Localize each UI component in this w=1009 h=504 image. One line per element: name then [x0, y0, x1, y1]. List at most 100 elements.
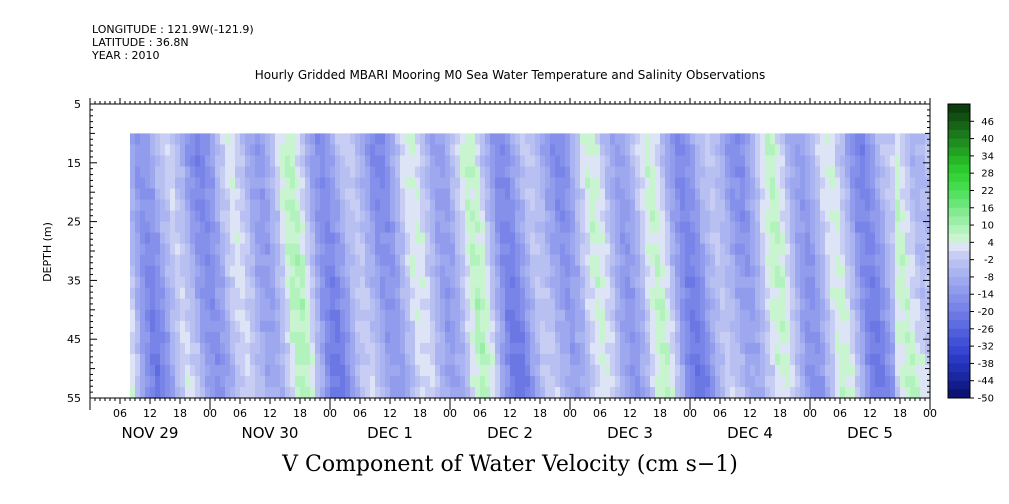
heatmap-cell	[675, 386, 681, 399]
heatmap-cell	[585, 276, 591, 289]
heatmap-cell	[155, 265, 161, 278]
heatmap-cell	[385, 375, 391, 388]
heatmap-cell	[845, 298, 851, 311]
heatmap-cell	[535, 166, 541, 179]
heatmap-cell	[580, 353, 586, 366]
heatmap-cell	[535, 386, 541, 399]
heatmap-cell	[890, 287, 896, 300]
heatmap-cell	[250, 353, 256, 366]
heatmap-cell	[915, 144, 921, 157]
heatmap-cell	[855, 287, 861, 300]
heatmap-cell	[745, 331, 751, 344]
heatmap-cell	[440, 320, 446, 333]
heatmap-cell	[745, 265, 751, 278]
heatmap-cell	[645, 331, 651, 344]
heatmap-cell	[390, 243, 396, 256]
colorbar-swatch	[948, 363, 970, 373]
heatmap-cell	[835, 364, 841, 377]
heatmap-cell	[220, 232, 226, 245]
heatmap-cell	[875, 254, 881, 267]
heatmap-cell	[730, 287, 736, 300]
heatmap-cell	[485, 320, 491, 333]
heatmap-cell	[630, 298, 636, 311]
heatmap-cell	[485, 265, 491, 278]
x-hour-tick-label: 06	[353, 407, 367, 420]
heatmap-cell	[480, 232, 486, 245]
heatmap-cell	[875, 243, 881, 256]
heatmap-cell	[265, 309, 271, 322]
heatmap-cell	[550, 232, 556, 245]
heatmap-cell	[480, 364, 486, 377]
heatmap-cell	[720, 364, 726, 377]
heatmap-cell	[700, 364, 706, 377]
heatmap-cell	[785, 144, 791, 157]
heatmap-cell	[295, 232, 301, 245]
x-hour-tick-label: 12	[863, 407, 877, 420]
heatmap-cell	[750, 309, 756, 322]
heatmap-cell	[360, 342, 366, 355]
heatmap-cell	[160, 276, 166, 289]
heatmap-cell	[925, 210, 931, 223]
heatmap-cell	[870, 254, 876, 267]
heatmap-cell	[750, 298, 756, 311]
heatmap-cell	[250, 188, 256, 201]
heatmap-cell	[495, 177, 501, 190]
heatmap-cell	[335, 320, 341, 333]
heatmap-cell	[370, 155, 376, 168]
heatmap-cell	[405, 177, 411, 190]
heatmap-cell	[760, 221, 766, 234]
heatmap-cell	[635, 265, 641, 278]
heatmap-cell	[705, 298, 711, 311]
heatmap-cell	[895, 320, 901, 333]
heatmap-cell	[390, 133, 396, 146]
heatmap-cell	[705, 166, 711, 179]
heatmap-cell	[750, 276, 756, 289]
heatmap-cell	[390, 166, 396, 179]
heatmap-cell	[860, 155, 866, 168]
heatmap-cell	[305, 155, 311, 168]
heatmap-cell	[410, 298, 416, 311]
heatmap-cell	[135, 353, 141, 366]
heatmap-cell	[585, 331, 591, 344]
y-tick-label: 45	[67, 333, 81, 346]
heatmap-cell	[365, 155, 371, 168]
heatmap-cell	[330, 232, 336, 245]
heatmap-cell	[885, 320, 891, 333]
heatmap-cell	[210, 188, 216, 201]
heatmap-cell	[535, 320, 541, 333]
heatmap-cell	[130, 243, 136, 256]
heatmap-cell	[390, 177, 396, 190]
heatmap-cell	[250, 254, 256, 267]
heatmap-cell	[370, 177, 376, 190]
heatmap-cell	[730, 353, 736, 366]
heatmap-cell	[905, 309, 911, 322]
heatmap-cell	[150, 243, 156, 256]
heatmap-cell	[560, 144, 566, 157]
heatmap-cell	[910, 210, 916, 223]
heatmap-cell	[355, 254, 361, 267]
heatmap-cell	[820, 353, 826, 366]
heatmap-cell	[500, 232, 506, 245]
heatmap-cell	[130, 144, 136, 157]
heatmap-cell	[565, 265, 571, 278]
heatmap-cell	[720, 166, 726, 179]
heatmap-cell	[175, 188, 181, 201]
heatmap-cell	[640, 364, 646, 377]
heatmap-cell	[630, 155, 636, 168]
heatmap-cell	[745, 276, 751, 289]
heatmap-cell	[320, 375, 326, 388]
heatmap-cell	[325, 265, 331, 278]
heatmap-cell	[695, 309, 701, 322]
heatmap-cell	[800, 133, 806, 146]
heatmap-cell	[620, 254, 626, 267]
heatmap-cell	[775, 133, 781, 146]
heatmap-cell	[555, 166, 561, 179]
heatmap-cell	[285, 331, 291, 344]
heatmap-cell	[205, 298, 211, 311]
heatmap-cell	[355, 232, 361, 245]
heatmap-cell	[800, 331, 806, 344]
heatmap-cell	[750, 177, 756, 190]
heatmap-cell	[245, 265, 251, 278]
heatmap-cell	[590, 254, 596, 267]
heatmap-cell	[830, 331, 836, 344]
